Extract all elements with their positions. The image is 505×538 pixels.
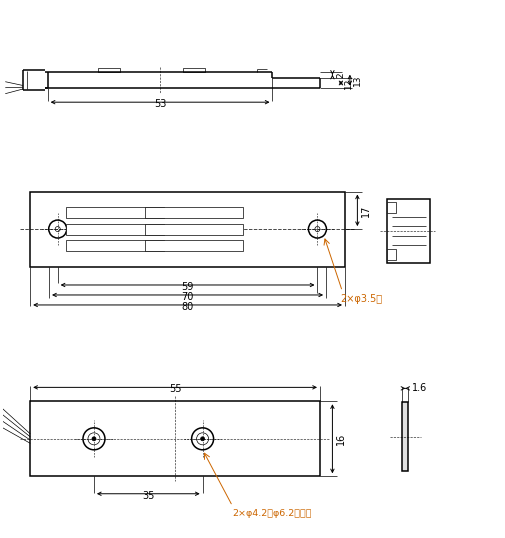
Bar: [145, 240, 242, 251]
Text: 2: 2: [336, 72, 345, 77]
Text: 16: 16: [336, 433, 346, 445]
Bar: [67, 240, 164, 251]
Circle shape: [92, 437, 96, 441]
Bar: [387, 199, 430, 263]
Text: 59: 59: [181, 282, 194, 293]
Text: 35: 35: [142, 491, 155, 501]
Bar: [387, 202, 396, 214]
Text: 55: 55: [169, 384, 181, 394]
Bar: [30, 401, 320, 476]
Circle shape: [200, 437, 205, 441]
Bar: [30, 192, 345, 266]
Bar: [402, 402, 409, 471]
Bar: [183, 68, 205, 72]
Bar: [67, 224, 164, 235]
Text: 53: 53: [154, 99, 166, 109]
Text: 2×φ4.2孔φ6.2沉头孔: 2×φ4.2孔φ6.2沉头孔: [233, 509, 312, 518]
Bar: [97, 68, 120, 72]
Text: 17: 17: [361, 204, 371, 216]
Text: 70: 70: [181, 293, 194, 302]
Bar: [145, 224, 242, 235]
Bar: [67, 207, 164, 218]
Bar: [145, 207, 242, 218]
Text: 13: 13: [353, 74, 362, 86]
Text: 2×φ3.5孔: 2×φ3.5孔: [340, 294, 382, 304]
Text: 1.6: 1.6: [412, 384, 428, 393]
Text: 12: 12: [344, 77, 353, 89]
Text: 80: 80: [181, 302, 194, 313]
Bar: [387, 249, 396, 260]
